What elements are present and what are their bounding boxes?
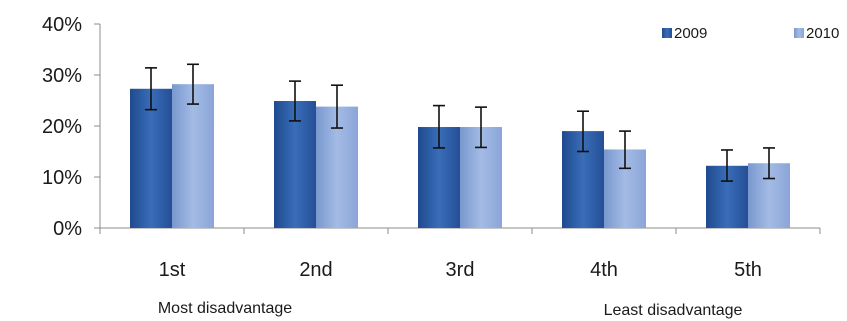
category-labels: 1st 2nd 3rd 4th 5th	[159, 259, 762, 281]
legend: 2009 2010	[662, 25, 839, 42]
bar-2009-2nd	[274, 101, 316, 228]
error-bar-2009-2nd	[289, 80, 301, 122]
y-tick-label: 30%	[42, 65, 82, 87]
error-bar-2009-1st	[145, 67, 157, 111]
y-tick-label: 40%	[42, 14, 82, 36]
error-bar-2010-4th	[619, 130, 631, 170]
error-bar-2010-2nd	[331, 84, 343, 129]
legend-label-2009: 2009	[674, 25, 707, 42]
bar-2010-1st	[172, 84, 214, 229]
legend-swatch-2010	[794, 28, 804, 38]
bars-layer	[130, 84, 790, 229]
error-bars-layer	[145, 63, 775, 182]
category-label-4th: 4th	[590, 259, 618, 281]
x-axis	[99, 227, 821, 234]
error-bar-2009-3rd	[433, 104, 445, 149]
legend-swatch-2009	[662, 28, 672, 38]
y-tick-label: 10%	[42, 167, 82, 189]
error-bar-2010-1st	[187, 63, 199, 105]
category-label-1st: 1st	[159, 259, 186, 281]
bar-2009-1st	[130, 88, 172, 229]
error-bar-2009-5th	[721, 149, 733, 182]
error-bar-2009-4th	[577, 110, 589, 153]
category-label-3rd: 3rd	[446, 259, 475, 281]
annotation-most-disadvantage: Most disadvantage	[158, 300, 292, 317]
category-label-5th: 5th	[734, 259, 762, 281]
y-tick-label: 0%	[53, 218, 82, 240]
error-bar-2010-3rd	[475, 106, 487, 149]
y-axis-ticks: 0% 10% 20% 30% 40%	[42, 14, 100, 240]
y-tick-label: 20%	[42, 116, 82, 138]
legend-label-2010: 2010	[806, 25, 839, 42]
annotation-least-disadvantage: Least disadvantage	[604, 302, 743, 319]
category-label-2nd: 2nd	[299, 259, 332, 281]
error-bar-2010-5th	[763, 147, 775, 180]
